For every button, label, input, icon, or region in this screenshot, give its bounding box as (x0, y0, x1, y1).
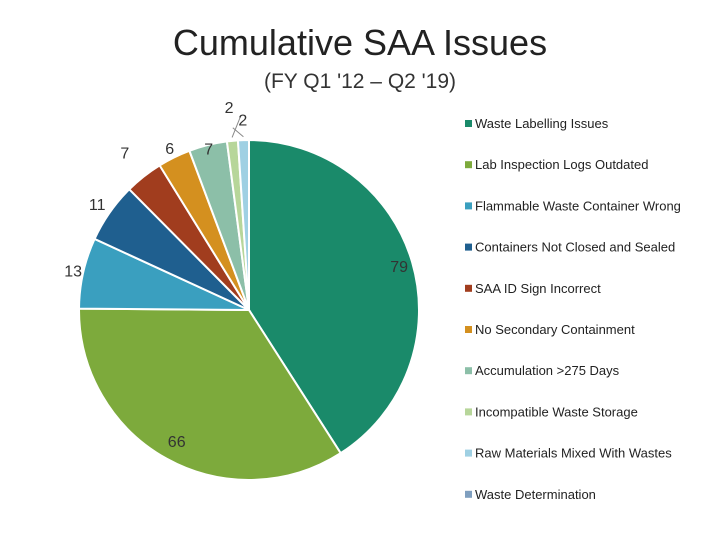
legend-swatch-2 (465, 202, 472, 210)
legend-swatch-6 (465, 367, 472, 375)
legend-label-8: Raw Materials Mixed With Wastes (475, 446, 672, 461)
legend-label-4: SAA ID Sign Incorrect (475, 281, 601, 296)
legend-swatch-3 (465, 243, 472, 251)
chart-subtitle: (FY Q1 '12 – Q2 '19) (263, 70, 457, 93)
data-label-4: 7 (120, 145, 129, 162)
data-label-1: 66 (168, 434, 186, 451)
data-label-8: 2 (238, 113, 247, 130)
legend-label-0: Waste Labelling Issues (475, 116, 609, 131)
data-label-0: 79 (390, 259, 408, 276)
leader-line-7 (231, 114, 242, 138)
data-labels: 79 66 13 11 7 6 7 22 (64, 100, 408, 451)
legend-label-9: Waste Determination (475, 487, 596, 502)
legend-swatch-7 (465, 408, 472, 416)
legend-swatch-0 (465, 120, 472, 127)
data-label-5: 6 (165, 141, 174, 158)
leader-lines (231, 114, 244, 138)
leader-line-8 (232, 127, 244, 138)
legend-swatch-5 (465, 326, 472, 333)
data-label-6: 7 (204, 141, 213, 158)
legend-label-3: Containers Not Closed and Sealed (475, 240, 675, 255)
legend-label-6: Accumulation >275 Days (475, 363, 620, 378)
legend-swatch-9 (465, 490, 472, 498)
pie-slice-1 (78, 307, 343, 481)
legend-label-1: Lab Inspection Logs Outdated (475, 157, 648, 172)
legend-swatch-4 (465, 284, 472, 292)
legend-label-7: Incompatible Waste Storage (475, 404, 638, 419)
legend-label-5: No Secondary Containment (475, 322, 635, 337)
legend-label-2: Flammable Waste Container Wrong (475, 198, 681, 213)
data-label-3: 11 (89, 197, 106, 214)
chart-title: Cumulative SAA Issues (172, 22, 548, 63)
legend-swatch-1 (465, 161, 472, 169)
legend: Waste Labelling Issues Lab Inspection Log… (465, 116, 681, 502)
data-label-2: 13 (64, 264, 82, 281)
pie-slice-8 (236, 138, 250, 311)
pie-slices (78, 138, 421, 481)
legend-swatch-8 (465, 449, 472, 457)
data-label-7: 2 (225, 100, 234, 117)
